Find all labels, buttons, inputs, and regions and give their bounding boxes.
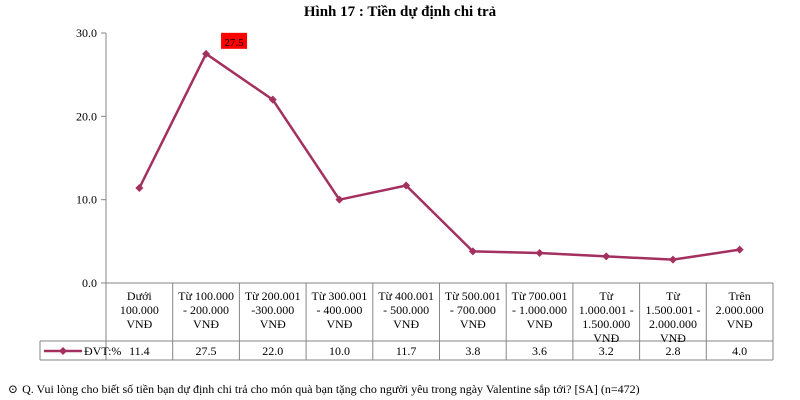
legend-label: ĐVT:% <box>84 344 121 358</box>
y-tick-label: 20.0 <box>76 109 97 123</box>
x-category-label: Từ 1.500.001 -2.000.000 VNĐ <box>645 289 700 345</box>
data-point <box>535 249 544 257</box>
line-chart: 0.0 10.0 20.0 30.0 Dưới 100.000 VNĐ Từ 100.000-… <box>39 26 774 361</box>
data-point <box>135 184 144 192</box>
y-tick-label: 0.0 <box>82 276 97 290</box>
x-category-label: Dưới 100.000 VNĐ <box>120 289 159 331</box>
highlight-data-label: 27.5 <box>224 37 244 49</box>
x-category-label: Từ 200.001 -300.000 VNĐ <box>245 289 301 331</box>
circled-dot-icon: ⊙ <box>8 382 19 396</box>
table-value: 27.5 <box>196 344 217 358</box>
table-value: 2.8 <box>665 344 680 358</box>
table-value: 22.0 <box>262 344 283 358</box>
table-value: 11.4 <box>129 344 150 358</box>
data-point <box>735 245 744 254</box>
table-value: 10.0 <box>329 344 350 358</box>
data-point <box>468 247 477 256</box>
x-category-label: Từ 700.001- 1.000.000 VNĐ <box>512 289 568 331</box>
y-tick-label: 30.0 <box>76 26 97 40</box>
x-category-label: Từ 400.001- 500.000 VNĐ <box>378 289 434 331</box>
x-category-label: Từ 1.000.001 -1.500.000 VNĐ <box>579 289 634 345</box>
highlight-label-box <box>221 32 248 49</box>
x-category-label: Từ 100.000- 200.000 VNĐ <box>178 289 234 331</box>
table-value: 3.2 <box>599 344 614 358</box>
data-point <box>402 181 411 190</box>
data-point <box>268 95 277 104</box>
footnote: ⊙ Q. Vui lòng cho biết số tiền bạn dự địn… <box>8 382 640 397</box>
data-point <box>335 195 344 204</box>
table-value: 11.7 <box>396 344 417 358</box>
chart-title: Hình 17 : Tiền dự định chi trả <box>303 4 497 20</box>
x-category-label: Từ 300.001- 400.000 VNĐ <box>312 289 368 331</box>
series-line <box>138 52 740 261</box>
y-tick-label: 10.0 <box>76 193 97 207</box>
data-point <box>602 252 611 261</box>
legend-marker <box>59 347 67 355</box>
table-value: 3.6 <box>532 344 547 358</box>
table-value: 3.8 <box>465 344 480 358</box>
data-point <box>668 255 677 264</box>
table-value: 4.0 <box>732 344 747 358</box>
x-category-label: Trên 2.000.000 VNĐ <box>716 289 764 331</box>
x-category-label: Từ 500.001- 700.000 VNĐ <box>445 289 501 331</box>
data-point <box>202 49 211 58</box>
footnote-text: Q. Vui lòng cho biết số tiền bạn dự định… <box>22 382 640 396</box>
